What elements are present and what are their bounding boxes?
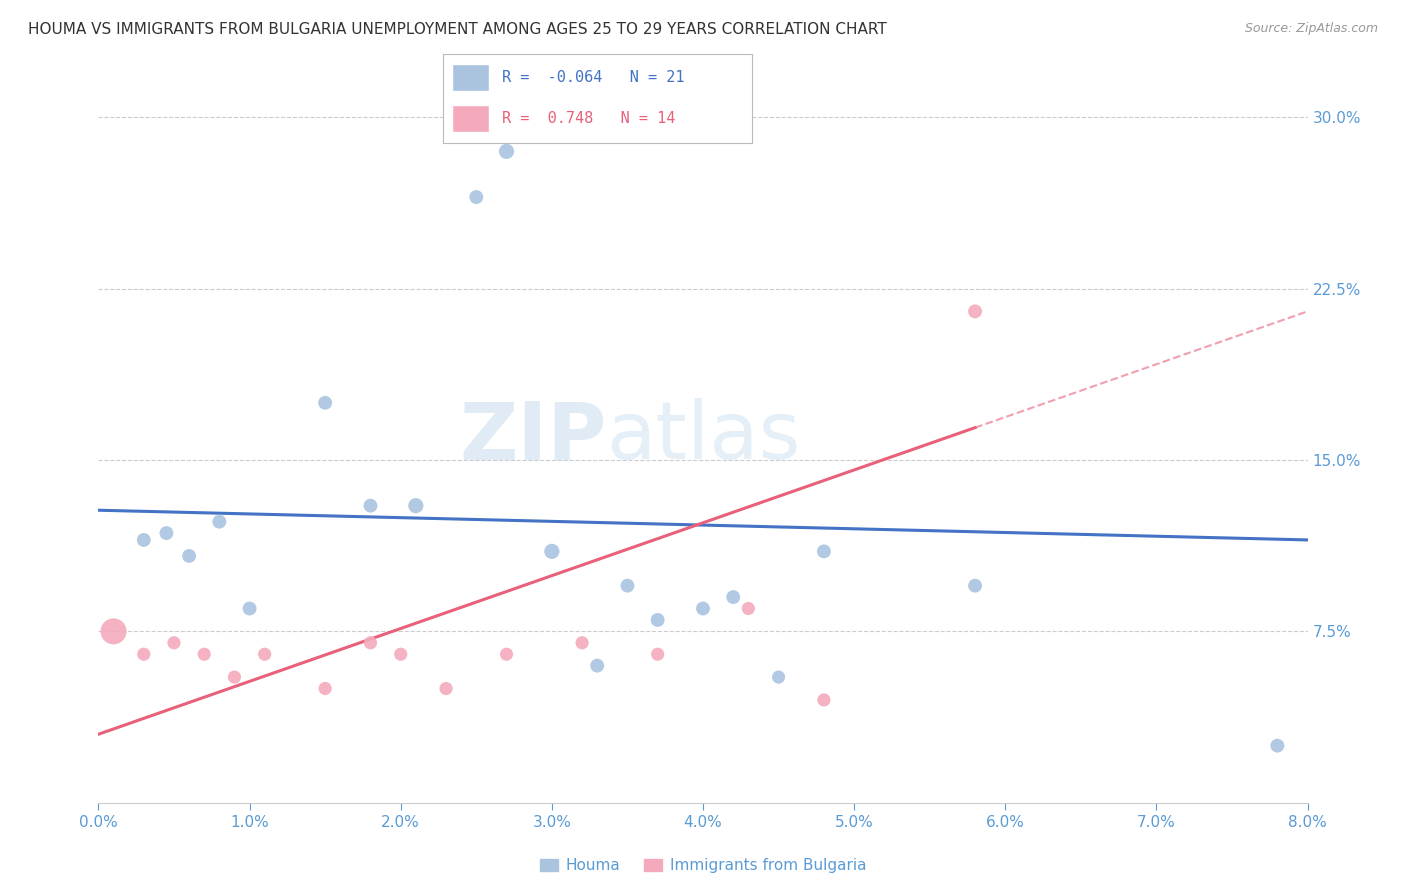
Text: Source: ZipAtlas.com: Source: ZipAtlas.com [1244, 22, 1378, 36]
Point [692, 601, 714, 615]
Point [813, 693, 835, 707]
Text: R =  0.748   N = 14: R = 0.748 N = 14 [502, 112, 675, 126]
Point [540, 544, 562, 558]
Point [616, 579, 638, 593]
Legend: Houma, Immigrants from Bulgaria: Houma, Immigrants from Bulgaria [534, 852, 872, 880]
Point [208, 515, 231, 529]
Point [647, 613, 669, 627]
Point [389, 647, 412, 661]
Point [163, 636, 186, 650]
Text: R =  -0.064   N = 21: R = -0.064 N = 21 [502, 70, 685, 85]
Point [103, 624, 125, 639]
Point [360, 636, 382, 650]
Point [405, 499, 427, 513]
Point [965, 579, 987, 593]
Point [224, 670, 246, 684]
Point [434, 681, 457, 696]
Point [253, 647, 276, 661]
Point [571, 636, 593, 650]
Point [586, 658, 609, 673]
Point [314, 396, 336, 410]
Point [132, 533, 155, 547]
Point [737, 601, 759, 615]
Text: ZIP: ZIP [458, 398, 606, 476]
Point [360, 499, 382, 513]
Point [1267, 739, 1289, 753]
Point [813, 544, 835, 558]
Text: atlas: atlas [606, 398, 800, 476]
Point [179, 549, 201, 563]
FancyBboxPatch shape [453, 64, 489, 91]
Point [465, 190, 488, 204]
Point [314, 681, 336, 696]
Point [495, 145, 517, 159]
Point [965, 304, 987, 318]
Point [239, 601, 262, 615]
Point [193, 647, 215, 661]
Point [723, 590, 745, 604]
Text: HOUMA VS IMMIGRANTS FROM BULGARIA UNEMPLOYMENT AMONG AGES 25 TO 29 YEARS CORRELA: HOUMA VS IMMIGRANTS FROM BULGARIA UNEMPL… [28, 22, 887, 37]
Point [647, 647, 669, 661]
Point [155, 526, 177, 541]
Point [132, 647, 155, 661]
FancyBboxPatch shape [453, 105, 489, 132]
Point [768, 670, 790, 684]
Point [495, 647, 517, 661]
